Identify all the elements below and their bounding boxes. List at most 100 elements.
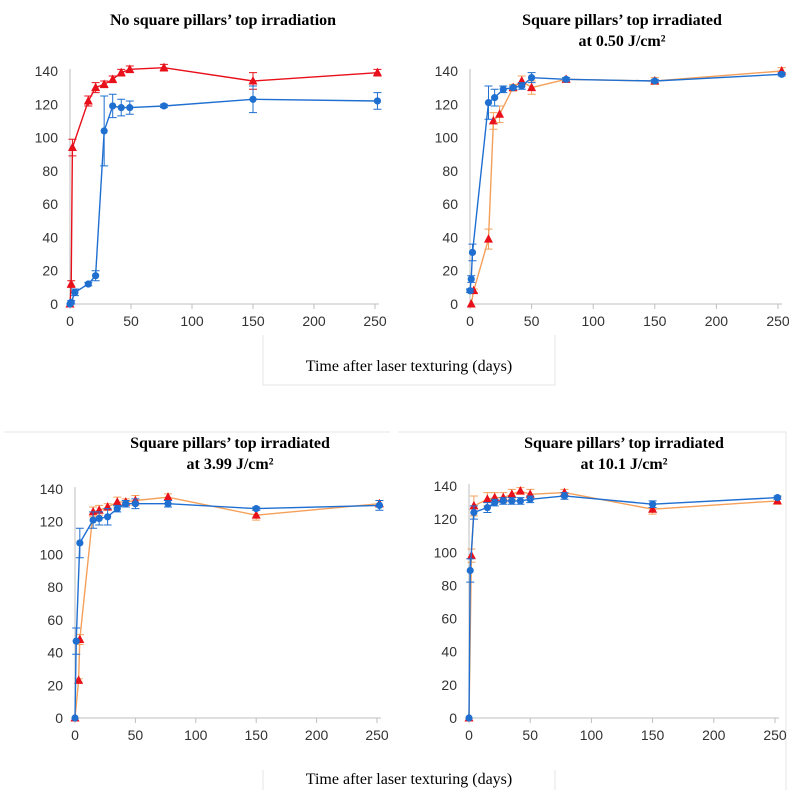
data-point-circle (516, 497, 525, 505)
y-tick-label: 40 (442, 229, 458, 245)
data-point-circle (466, 566, 474, 575)
data-point-triangle (483, 234, 493, 243)
data-point-triangle (159, 62, 169, 72)
data-point-circle (509, 84, 517, 92)
chart-panel-0-50-jcm2: Square pillars’ top irradiated at 0.50 J/… (435, 12, 789, 329)
data-point-circle (484, 99, 493, 107)
data-point-triangle (515, 485, 525, 495)
data-point-triangle (469, 500, 479, 510)
series-line-1 (469, 73, 782, 291)
x-tick-label: 150 (241, 313, 265, 329)
x-tick-label: 200 (705, 313, 729, 329)
chart-title-line: at 0.50 J/cm² (579, 33, 666, 50)
data-point-circle (109, 102, 117, 110)
chart-title-line: Square pillars’ top irradiated (524, 435, 724, 452)
data-point-circle (92, 272, 100, 280)
y-tick-label: 80 (47, 579, 63, 595)
x-tick-label: 250 (763, 727, 787, 743)
x-tick-label: 150 (643, 313, 667, 329)
data-point-circle (67, 298, 75, 306)
data-point-triangle (91, 82, 101, 92)
data-point-circle (467, 275, 475, 283)
data-point-circle (499, 497, 507, 505)
y-tick-label: 80 (441, 577, 457, 593)
x-tick-label: 0 (66, 313, 74, 329)
data-point-triangle (527, 82, 537, 92)
x-tick-label: 0 (71, 727, 79, 743)
data-point-circle (778, 70, 786, 78)
x-tick-label: 200 (702, 727, 726, 743)
data-point-circle (76, 539, 84, 547)
data-point-triangle (482, 494, 492, 503)
data-point-circle (560, 492, 569, 500)
series-line-1 (74, 503, 380, 719)
data-point-circle (249, 95, 257, 103)
data-point-triangle (495, 109, 505, 118)
series-line-0 (468, 490, 778, 719)
x-tick-label: 150 (245, 727, 269, 743)
data-point-triangle (74, 675, 84, 684)
series-line-0 (69, 66, 378, 305)
y-tick-label: 60 (441, 611, 457, 627)
data-point-circle (508, 497, 516, 505)
y-tick-label: 0 (450, 296, 458, 312)
data-point-circle (113, 505, 121, 513)
chart-panel-no-irradiation: No square pillars’ top irradiation 0 20 40 6… (35, 12, 387, 329)
data-point-circle (468, 248, 477, 257)
y-tick-label: 120 (435, 96, 459, 112)
x-tick-label: 50 (522, 727, 538, 743)
y-tick-label: 120 (434, 511, 458, 527)
data-point-triangle (648, 504, 658, 513)
data-point-circle (651, 77, 659, 85)
data-point-circle (491, 94, 499, 102)
data-point-circle (252, 505, 260, 513)
data-point-circle (72, 637, 80, 645)
y-tick-label: 100 (434, 544, 458, 560)
x-tick-label: 200 (302, 313, 326, 329)
y-tick-label: 40 (441, 644, 457, 660)
chart-panel-10-1-jcm2: Square pillars’ top irradiated at 10.1 J/… (434, 435, 787, 743)
x-tick-label: 100 (582, 313, 606, 329)
series-line-1 (468, 495, 778, 719)
x-tick-label: 250 (766, 313, 789, 329)
data-point-triangle (372, 67, 382, 77)
y-tick-label: 120 (40, 514, 64, 530)
data-point-circle (84, 280, 92, 288)
x-tick-label: 0 (466, 313, 474, 329)
top-xlabel-frame (262, 335, 556, 386)
x-tick-label: 0 (465, 727, 473, 743)
y-tick-label: 20 (442, 263, 458, 279)
data-point-triangle (66, 279, 76, 288)
y-tick-label: 20 (47, 677, 63, 693)
y-tick-label: 100 (40, 546, 64, 562)
data-point-triangle (507, 489, 517, 498)
y-tick-label: 140 (40, 481, 64, 497)
top-x-axis-label: Time after laser texturing (days) (306, 358, 512, 375)
bottom-panel-frame-right (398, 431, 787, 790)
x-tick-label: 150 (641, 727, 665, 743)
x-tick-label: 100 (580, 727, 604, 743)
chart-title-line: Square pillars’ top irradiated (130, 435, 330, 452)
data-point-circle (528, 74, 536, 82)
data-point-triangle (248, 75, 258, 85)
x-tick-label: 100 (180, 313, 204, 329)
data-point-triangle (99, 79, 109, 88)
data-point-triangle (67, 142, 77, 152)
series-line-0 (470, 70, 782, 305)
y-tick-label: 60 (47, 612, 63, 628)
data-point-triangle (163, 492, 173, 501)
data-point-circle (131, 500, 139, 508)
data-point-circle (466, 287, 474, 295)
data-point-triangle (112, 497, 122, 506)
data-point-circle (100, 127, 108, 135)
x-tick-label: 50 (123, 313, 139, 329)
data-point-circle (104, 513, 112, 521)
data-point-circle (518, 82, 526, 90)
data-point-circle (562, 75, 570, 83)
y-tick-label: 60 (442, 196, 458, 212)
chart-title-line: No square pillars’ top irradiation (110, 12, 336, 29)
chart-panel-3-99-jcm2: Square pillars’ top irradiated at 3.99 J/… (40, 435, 389, 743)
y-tick-label: 20 (441, 677, 457, 693)
data-point-triangle (125, 64, 135, 73)
